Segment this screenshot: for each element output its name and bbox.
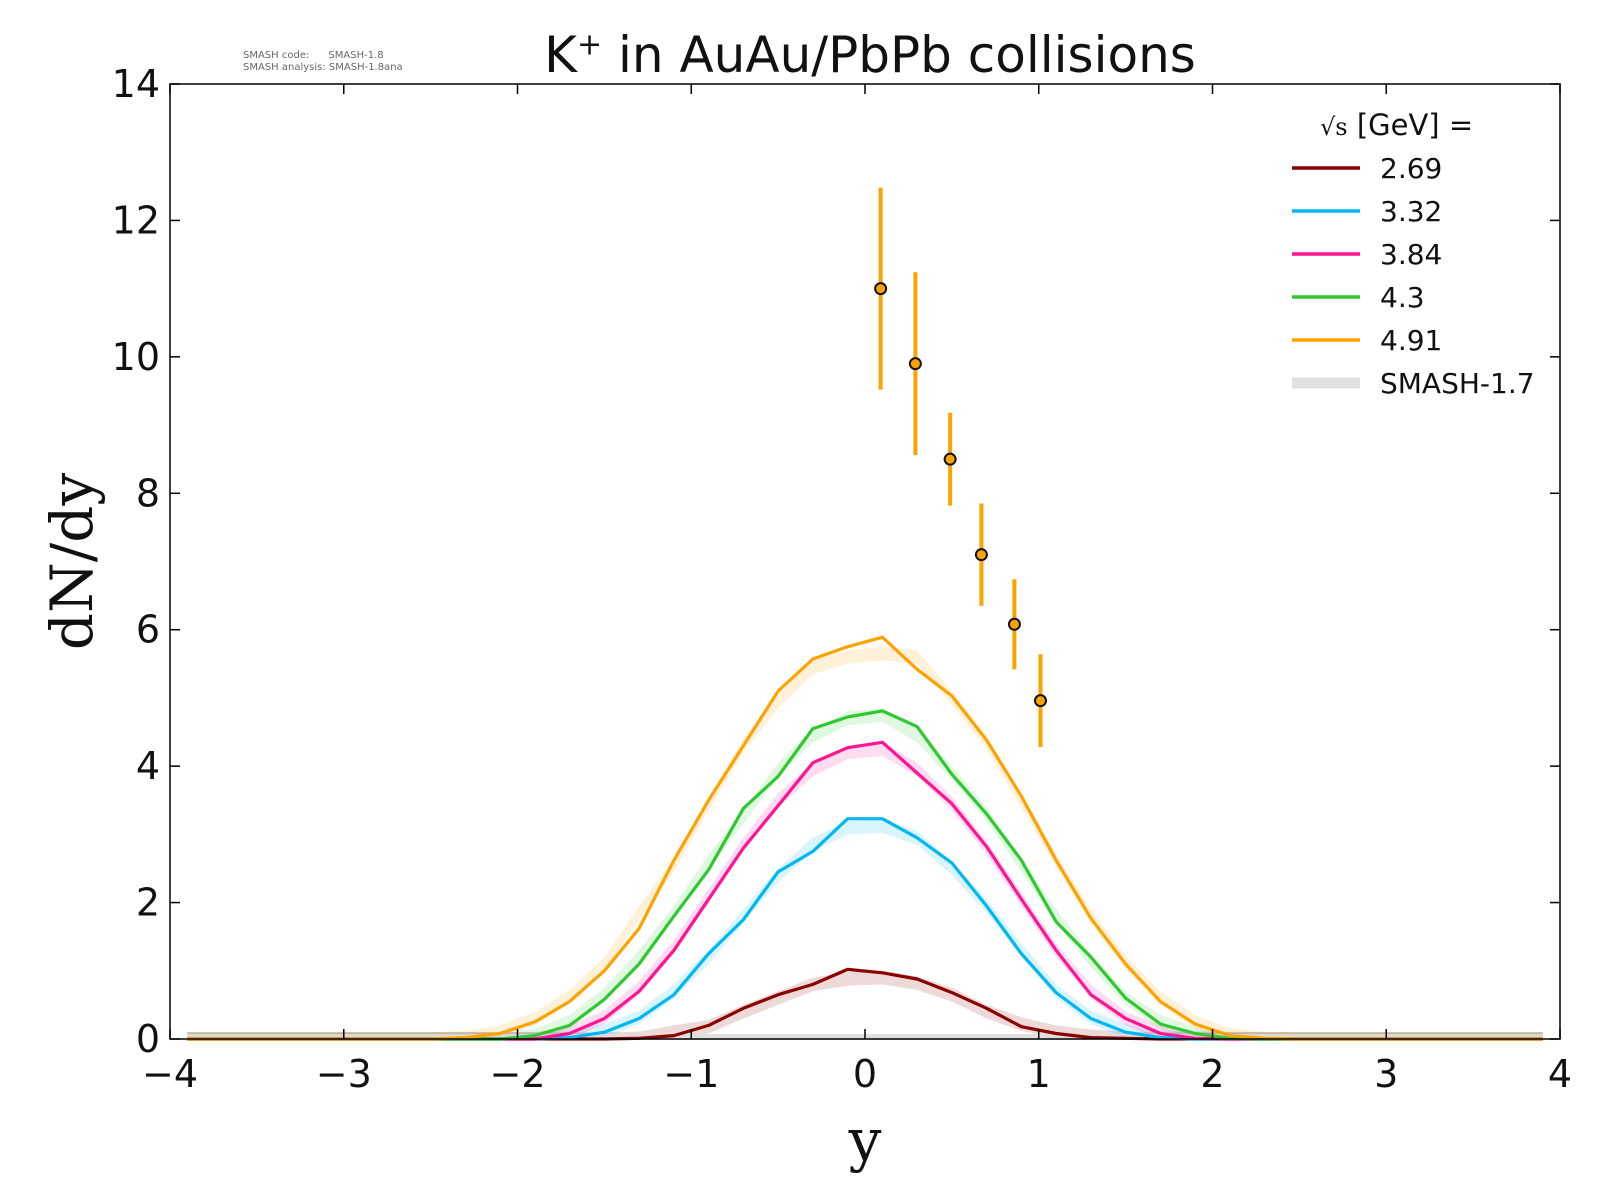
legend-label-3.84: 3.84 <box>1380 238 1442 271</box>
legend-header: √s [GeV] = <box>1320 108 1473 142</box>
legend-label-2.69: 2.69 <box>1380 152 1442 185</box>
y-tick-label: 4 <box>136 744 160 788</box>
x-tick-label: 2 <box>1200 1052 1224 1096</box>
legend-label-4.3: 4.3 <box>1380 281 1425 314</box>
legend-label-4.91: 4.91 <box>1380 324 1442 357</box>
x-tick-label: 0 <box>853 1052 877 1096</box>
band-3.84 <box>187 742 1543 1039</box>
series-line-4.3 <box>187 709 1543 1041</box>
legend-header-sqrt: √s <box>1320 113 1348 141</box>
x-tick-label: 1 <box>1027 1052 1051 1096</box>
series-line-3.32 <box>187 817 1543 1041</box>
y-tick-label: 14 <box>112 62 160 106</box>
band-3.32 <box>187 819 1543 1039</box>
y-tick-label: 2 <box>136 881 160 925</box>
legend-label-3.32: 3.32 <box>1380 195 1442 228</box>
band-2.69 <box>187 970 1543 1039</box>
y-tick-label: 6 <box>136 608 160 652</box>
title-superscript: + <box>576 27 603 63</box>
smash-analysis-info: SMASH analysis: SMASH-1.8ana <box>243 62 403 73</box>
title-rest: in AuAu/PbPb collisions <box>602 26 1196 84</box>
data-points-layer <box>874 187 1047 748</box>
y-tick-label: 12 <box>112 198 160 242</box>
x-tick-label: 4 <box>1548 1052 1572 1096</box>
data-point <box>974 548 988 562</box>
band-layer <box>187 646 1543 1039</box>
x-tick-label: −4 <box>142 1052 198 1096</box>
y-tick-label: 0 <box>136 1017 160 1061</box>
legend-header-text: [GeV] = <box>1348 108 1474 142</box>
data-point <box>1033 694 1047 708</box>
band-4.3 <box>187 708 1543 1039</box>
x-tick-label: −1 <box>663 1052 719 1096</box>
legend: √s [GeV] = 2.69 3.32 3.84 4.3 4.91 SMASH-1.7 <box>1292 108 1535 400</box>
plot-frame <box>169 83 1561 1040</box>
y-tick-label: 10 <box>112 335 160 379</box>
x-tick-label: −2 <box>489 1052 545 1096</box>
chart-title: K+ in AuAu/PbPb collisions <box>450 26 1290 84</box>
x-tick-label: −3 <box>316 1052 372 1096</box>
data-point <box>943 452 957 466</box>
data-point <box>874 282 888 296</box>
series-line-3.84 <box>187 740 1543 1041</box>
data-point <box>908 357 922 371</box>
legend-label-SMASH-1.7: SMASH-1.7 <box>1380 367 1535 400</box>
x-tick-label: 3 <box>1374 1052 1398 1096</box>
y-axis-label: dN/dy <box>38 473 106 651</box>
x-axis-label: y <box>848 1106 882 1174</box>
data-point <box>1007 617 1021 631</box>
title-main: K <box>544 26 577 84</box>
smash-code-info: SMASH code: SMASH-1.8 <box>243 50 384 61</box>
y-tick-label: 8 <box>136 471 160 515</box>
